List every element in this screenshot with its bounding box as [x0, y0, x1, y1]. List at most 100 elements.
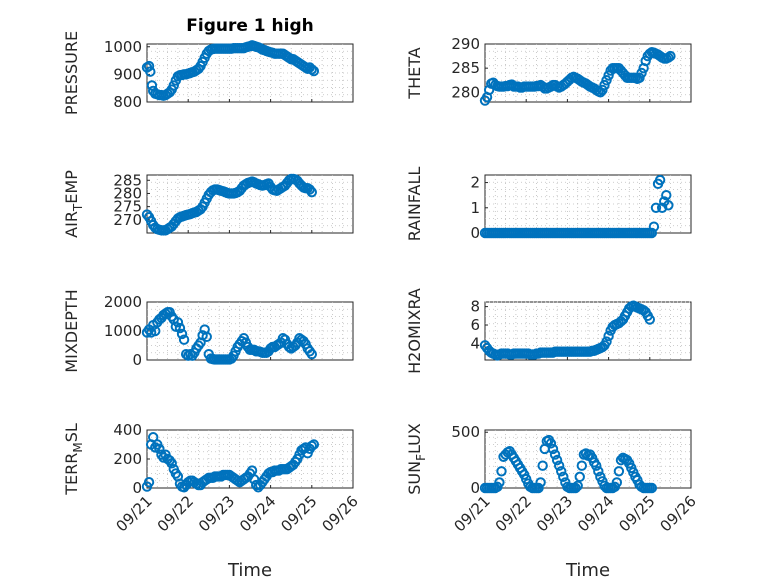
data-point	[537, 460, 548, 471]
y-tick-label: 400	[113, 421, 142, 439]
data-point	[603, 330, 614, 342]
y-tick-label: 2000	[104, 293, 142, 311]
y-axis-label: MIXDEPTH	[62, 289, 81, 372]
y-axis-label-part: TERR	[62, 453, 81, 496]
y-tick-label: 285	[113, 171, 142, 189]
y-axis-label: PRESSURE	[62, 31, 81, 115]
y-tick-label: 285	[451, 59, 480, 77]
y-tick-label: 270	[113, 211, 142, 229]
y-tick-label: 0	[470, 479, 480, 497]
data-point	[545, 438, 557, 449]
y-tick-label: 200	[113, 450, 142, 468]
y-tick-label: 4	[470, 334, 480, 352]
data-point	[533, 482, 544, 494]
data-points	[479, 300, 655, 361]
data-point	[166, 458, 177, 469]
data-point	[570, 482, 581, 494]
y-axis-label-subscript: T	[71, 203, 85, 212]
data-point	[576, 460, 588, 471]
x-tick-label: 09/23	[195, 492, 238, 535]
data-point	[551, 454, 563, 466]
subplot-5: 0 1000 2000 MIXDEPTH	[62, 289, 354, 373]
y-axis-label-part: LUX	[405, 423, 424, 454]
subplot-7: 0 200 400 TERRMSL 09/2109/2209/2309/2409/250…	[62, 421, 362, 581]
y-tick-label: 280	[113, 184, 142, 202]
data-point	[201, 331, 212, 342]
data-points	[141, 40, 320, 101]
y-axis-label-part: SL	[62, 423, 81, 442]
data-point	[145, 66, 156, 77]
y-tick-label: 290	[451, 35, 480, 53]
data-point	[306, 186, 317, 198]
data-points	[141, 306, 317, 365]
y-tick-label: 275	[113, 198, 142, 216]
y-tick-label: 280	[451, 83, 480, 101]
x-tick-label: 09/22	[154, 492, 197, 535]
data-point	[613, 466, 625, 477]
y-axis-label: RAINFALL	[405, 167, 424, 242]
data-point	[634, 72, 645, 84]
data-point	[599, 79, 610, 91]
y-tick-label: 1000	[104, 322, 142, 340]
y-tick-label: 1000	[104, 38, 142, 56]
data-points	[479, 434, 658, 494]
y-axis-label-part: AIR	[62, 211, 81, 238]
y-axis-label-part: EMP	[62, 170, 81, 204]
data-point	[650, 202, 662, 213]
x-tick-label: 09/21	[113, 492, 156, 535]
data-point	[601, 75, 612, 86]
chart-title: Figure 1 high	[186, 16, 314, 36]
x-tick-label: 09/25	[615, 492, 658, 535]
data-point	[496, 466, 507, 477]
data-point	[648, 221, 660, 232]
x-tick-label: 09/23	[533, 492, 576, 535]
data-point	[547, 443, 559, 455]
data-point	[535, 477, 546, 488]
data-point	[154, 443, 165, 455]
subplot-6: 468 H2OMIXRA	[405, 288, 692, 374]
y-tick-label: 1	[470, 199, 480, 217]
x-tick-label: 09/22	[492, 492, 535, 535]
y-axis-label: TERRMSL	[62, 423, 85, 496]
data-point	[308, 65, 320, 77]
data-point	[494, 477, 505, 488]
data-points	[141, 173, 317, 236]
data-point	[308, 439, 320, 450]
subplot-4: 0 1 2 RAINFALL	[405, 167, 692, 242]
data-point	[665, 50, 676, 62]
x-axis-label: Time	[227, 560, 272, 581]
data-point	[644, 314, 655, 325]
data-point	[143, 477, 155, 488]
y-tick-label: 0	[132, 351, 142, 369]
data-point	[591, 460, 602, 471]
data-point	[558, 471, 569, 483]
data-point	[146, 80, 158, 91]
x-tick-label: 09/24	[574, 492, 617, 535]
data-point	[601, 336, 612, 347]
y-tick-label: 500	[451, 423, 480, 441]
data-point	[646, 482, 658, 494]
y-tick-label: 6	[470, 316, 480, 334]
data-point	[172, 317, 184, 328]
grid	[485, 44, 691, 102]
data-point	[306, 349, 317, 360]
data-point	[556, 466, 567, 477]
data-point	[646, 227, 658, 239]
x-axis-label: Time	[565, 560, 610, 581]
data-point	[636, 67, 647, 79]
y-tick-label: 800	[113, 93, 142, 111]
y-axis-label: AIRTEMP	[62, 170, 85, 238]
data-point	[168, 80, 179, 91]
data-points	[479, 47, 676, 106]
data-points	[141, 432, 320, 493]
y-axis-label-subscript: M	[71, 442, 85, 452]
y-tick-label: 900	[113, 65, 142, 83]
subplot-8: 0 500 SUNFLUX 09/2109/2209/2309/2409/2509/2…	[405, 423, 700, 581]
y-axis-label: SUNFLUX	[405, 423, 428, 495]
data-point	[597, 84, 608, 96]
subplot-2: 280 285 290 THETA	[405, 35, 692, 106]
data-point	[593, 466, 604, 477]
y-axis-label: H2OMIXRA	[405, 288, 424, 374]
